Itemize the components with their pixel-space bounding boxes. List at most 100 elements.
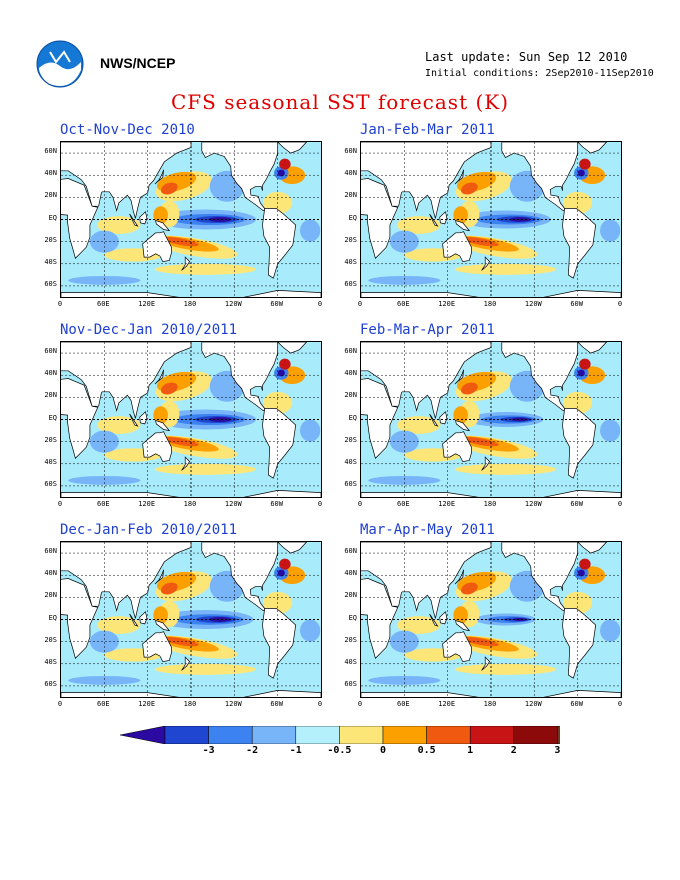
sst-map-panel-2 <box>360 141 622 298</box>
indian-ocean-warm <box>97 616 141 634</box>
lat-label: 20S <box>44 635 57 644</box>
lat-label: 60S <box>44 679 57 688</box>
lon-label: 0 <box>57 300 63 308</box>
la-nina-core <box>512 618 527 621</box>
north-america-land <box>201 142 279 212</box>
colorbar-label: 2 <box>510 745 517 756</box>
africa-land <box>61 378 99 459</box>
japan-land <box>154 569 164 585</box>
south-pacific-warm-core <box>161 237 199 247</box>
panel-title-3: Nov-Dec-Jan 2010/2011 <box>60 322 238 338</box>
japan-land <box>454 569 464 585</box>
sst-map-panel-6 <box>360 541 622 698</box>
indian-ocean-warm <box>397 616 441 634</box>
japan-land <box>454 369 464 385</box>
lon-label: 180 <box>483 700 497 708</box>
lat-label: 60N <box>44 547 57 556</box>
antarctica-land <box>361 690 621 697</box>
lon-label: 120W <box>224 700 242 708</box>
south-atlantic-cool <box>600 219 621 242</box>
lat-label: 40S <box>44 457 57 466</box>
lon-label: 0 <box>357 300 363 308</box>
la-nina-core <box>511 417 529 422</box>
labrador-warm <box>279 358 291 370</box>
lat-label: 40S <box>344 657 357 666</box>
antarctica-land <box>361 490 621 497</box>
panel-title-6: Mar-Apr-May 2011 <box>360 522 495 538</box>
lon-label: 0 <box>357 700 363 708</box>
south-indian-cool <box>389 230 419 253</box>
japan-land <box>154 169 164 185</box>
panel-title-5: Dec-Jan-Feb 2010/2011 <box>60 522 238 538</box>
antarctica-land <box>361 290 621 297</box>
labrador-warm <box>579 358 591 370</box>
europe-asia-land <box>361 342 492 419</box>
lon-label: 60E <box>397 500 410 508</box>
colorbar-box <box>513 726 558 744</box>
lat-label: 20N <box>344 591 357 600</box>
sst-anomaly-field <box>68 558 321 685</box>
south-atlantic-cool <box>600 619 621 642</box>
southern-ocean-cool <box>68 675 141 685</box>
lon-label: 0 <box>317 700 323 708</box>
sst-map-panel-3 <box>60 341 322 498</box>
south-atlantic-cool <box>300 619 321 642</box>
australia-land <box>442 231 472 262</box>
colorbar-label: -3 <box>202 745 215 756</box>
lon-label: 180 <box>183 300 197 308</box>
southern-ocean-warm <box>154 663 256 675</box>
lat-label: 40S <box>44 257 57 266</box>
lat-label: 60S <box>344 279 357 288</box>
southern-ocean-cool <box>68 475 141 485</box>
southern-ocean-warm <box>454 663 556 675</box>
south-america-land <box>262 408 297 479</box>
nw-pacific-warm-peak <box>160 582 178 595</box>
lat-label: 20N <box>44 191 57 200</box>
lat-label: 20N <box>344 191 357 200</box>
la-nina-core <box>208 617 231 622</box>
labrador-warm <box>279 558 291 570</box>
labrador-warm <box>279 158 291 170</box>
lon-label: 0 <box>57 500 63 508</box>
south-pacific-warm-core <box>461 237 499 247</box>
colorbar-box <box>469 726 515 744</box>
lon-label: 0 <box>357 500 363 508</box>
north-america-land <box>201 542 279 612</box>
south-pacific-warm-core <box>461 437 499 447</box>
lon-label: 60E <box>97 500 110 508</box>
gulf-stream-cool-core <box>277 169 285 177</box>
colorbar-label: -2 <box>246 745 259 756</box>
colorbar-max-arrow <box>557 726 560 744</box>
lon-label: 180 <box>183 500 197 508</box>
southern-ocean-cool <box>368 675 441 685</box>
lon-label: 60W <box>570 700 583 708</box>
lat-label: 60N <box>344 547 357 556</box>
antarctica-land <box>61 290 321 297</box>
lon-label: 60E <box>397 700 410 708</box>
japan-land <box>454 169 464 185</box>
lon-label: 0 <box>317 500 323 508</box>
north-america-land <box>501 142 579 212</box>
grid-lines <box>361 142 621 297</box>
lat-label: 60N <box>344 147 357 156</box>
initial-conditions: Initial conditions: 2Sep2010-11Sep2010 <box>425 68 654 79</box>
lon-label: 180 <box>483 300 497 308</box>
lat-label: 60S <box>44 279 57 288</box>
gulf-stream-cool-core <box>577 569 585 577</box>
africa-land <box>361 178 399 259</box>
lon-label: 120E <box>438 300 456 308</box>
newguinea-land <box>455 420 471 432</box>
lat-label: EQ <box>348 613 357 622</box>
newguinea-land <box>155 220 171 232</box>
europe-asia-land <box>61 142 192 219</box>
greenland-land <box>577 342 608 354</box>
lon-label: 60W <box>270 700 283 708</box>
borneo-land <box>439 411 448 425</box>
south-pacific-warm-core <box>461 637 499 647</box>
lat-label: 20S <box>344 635 357 644</box>
lat-label: 60S <box>44 479 57 488</box>
australia-land <box>442 631 472 662</box>
panel-title-1: Oct-Nov-Dec 2010 <box>60 122 195 138</box>
page-title: CFS seasonal SST forecast (K) <box>170 90 510 114</box>
greenland-land <box>277 142 308 154</box>
